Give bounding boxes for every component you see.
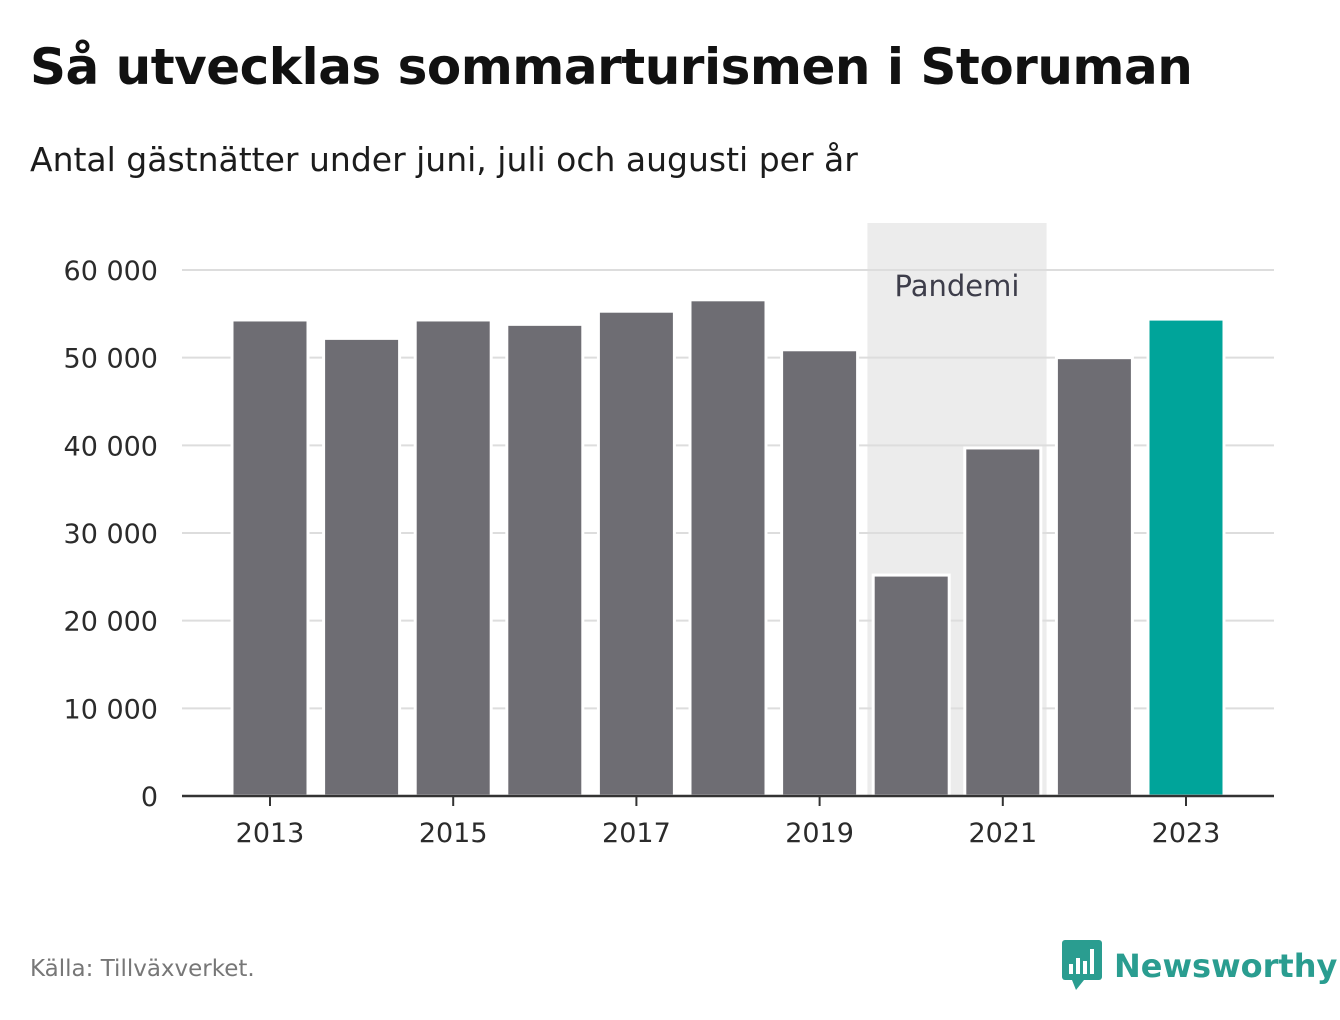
bar-2014 [322,336,402,798]
y-tick-label: 30 000 [64,519,158,550]
y-tick-label: 60 000 [64,256,158,287]
chart-title: Så utvecklas sommarturismen i Storuman [30,38,1193,96]
y-tick-label: 0 [141,782,158,813]
bar-2020 [871,573,951,798]
brand-name: Newsworthy [1114,947,1338,985]
y-tick-label: 40 000 [64,431,158,462]
bar-2016 [505,322,585,798]
x-tick-label: 2017 [602,818,671,849]
bar-chart: Pandemi 0 10 000 20 000 30 000 40 000 50 000 60… [64,223,1274,849]
x-tick-label: 2013 [236,818,305,849]
chart-subtitle: Antal gästnätter under juni, juli och au… [30,140,858,179]
newsworthy-logo-icon [1062,940,1102,990]
x-tick-label: 2019 [785,818,854,849]
bar-2013 [230,318,310,798]
x-tick-label: 2015 [419,818,488,849]
bar-2023 [1146,317,1226,798]
brand: Newsworthy [1062,940,1337,992]
bar-2015 [413,318,493,798]
x-tick-label: 2023 [1152,818,1221,849]
y-tick-label: 50 000 [64,344,158,375]
bar-2018 [688,298,768,798]
source-note: Källa: Tillväxverket. [30,956,255,982]
bar-2019 [780,348,860,798]
bar-2017 [596,309,676,798]
y-tick-label: 20 000 [64,607,158,638]
x-tick-label: 2021 [968,818,1037,849]
pandemic-label: Pandemi [895,269,1020,303]
bar-2021 [963,446,1043,798]
y-tick-label: 10 000 [64,694,158,725]
bar-2022 [1054,356,1134,798]
